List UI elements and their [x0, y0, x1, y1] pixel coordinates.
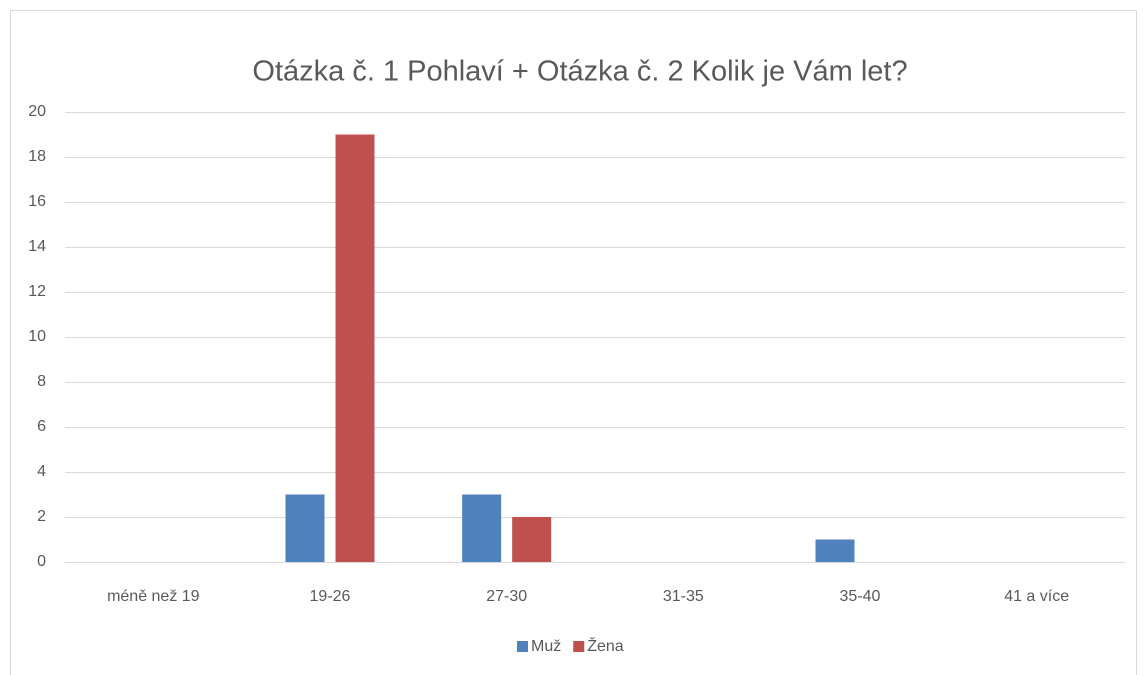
y-tick-label: 0 — [37, 553, 46, 570]
legend-label: Žena — [587, 636, 624, 655]
legend-swatch — [517, 641, 528, 652]
y-tick-label: 6 — [37, 418, 46, 435]
y-tick-label: 20 — [28, 103, 46, 120]
y-tick-label: 18 — [28, 148, 46, 165]
y-tick-label: 4 — [37, 463, 46, 480]
y-tick-label: 12 — [28, 283, 46, 300]
bar — [335, 134, 375, 562]
legend-label: Muž — [531, 638, 561, 655]
chart-frame — [10, 10, 1137, 675]
y-tick-label: 14 — [28, 238, 46, 255]
y-tick-label: 16 — [28, 193, 46, 210]
x-tick-label: 31-35 — [663, 588, 704, 605]
bar — [512, 517, 552, 562]
y-tick-label: 10 — [28, 328, 46, 345]
x-tick-label: méně než 19 — [107, 588, 200, 605]
y-tick-label: 8 — [37, 373, 46, 390]
x-tick-label: 19-26 — [310, 588, 351, 605]
chart-title: Otázka č. 1 Pohlaví + Otázka č. 2 Kolik … — [252, 56, 907, 88]
legend-swatch — [573, 641, 585, 652]
y-tick-label: 2 — [37, 508, 46, 525]
x-tick-label: 41 a více — [1004, 588, 1069, 605]
bar — [285, 494, 325, 562]
x-tick-label: 27-30 — [486, 588, 527, 605]
bar — [462, 494, 502, 562]
bar — [815, 539, 855, 562]
x-tick-label: 35-40 — [840, 588, 881, 605]
